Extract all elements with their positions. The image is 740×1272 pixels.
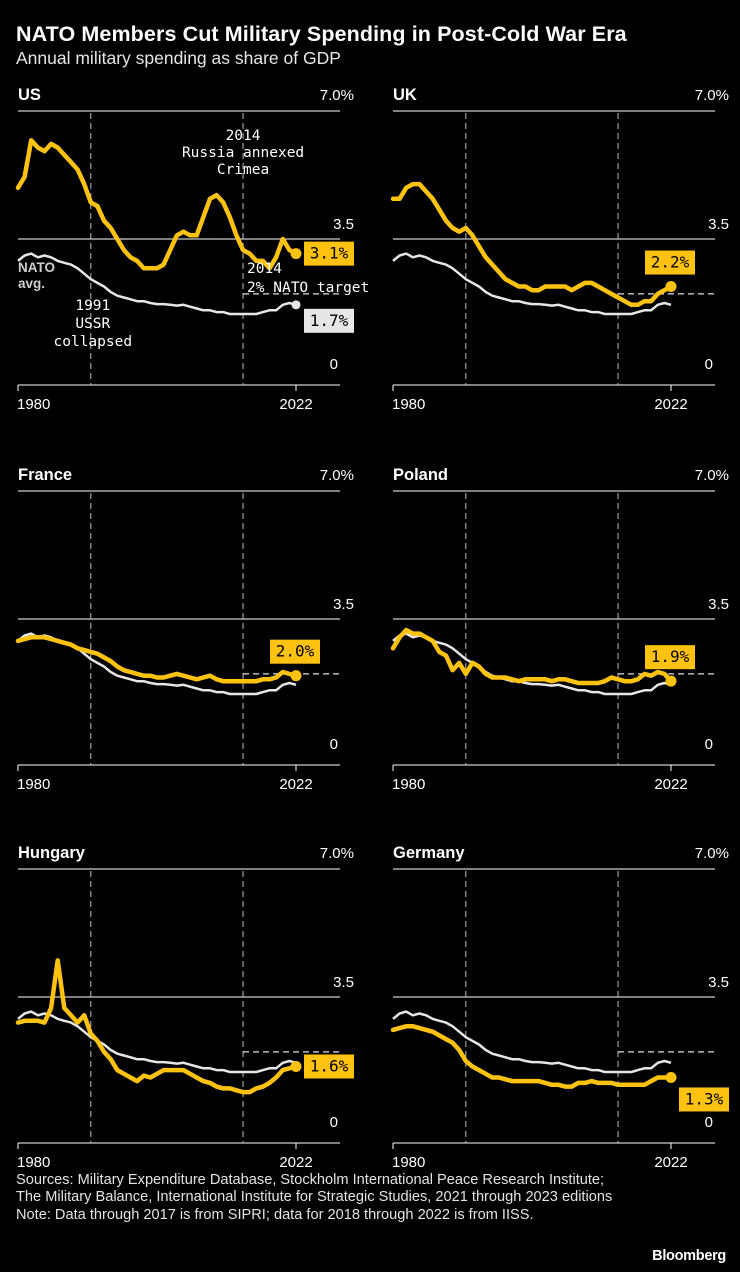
chart-subtitle: Annual military spending as share of GDP [16,48,341,68]
value-label-text: 2.0% [276,642,315,661]
country-line [390,627,674,686]
bloomberg-logo: Bloomberg [652,1248,726,1264]
country-end-point [665,675,677,687]
panel-germany: Germany 7.0% 3.5 0 1980 2022 1.3% [390,844,729,1171]
panel-hungary: Hungary 7.0% 3.5 0 1980 2022 1.6% [15,844,354,1171]
y-tick-label-mid: 3.5 [708,974,729,991]
annotation-target-year: 2014 [247,261,282,277]
value-label-text: 1.9% [651,647,690,666]
country-line [390,181,674,308]
panel-uk: UK 7.0% 3.5 0 1980 2022 2.2% [390,86,729,413]
country-line [15,138,299,271]
country-end-point [665,281,677,293]
y-tick-label-mid: 3.5 [708,596,729,613]
value-label-box [679,1087,729,1112]
panel-title: Hungary [18,844,86,862]
annotation-crimea: 2014 [226,128,261,144]
value-label-us: 3.1% [304,241,354,266]
value-label-text: 2.2% [651,253,690,272]
annotation-ussr: USSR [75,316,110,332]
value-label-box [304,1054,354,1079]
country-end-point [665,1071,677,1083]
nato-avg-line [17,1010,297,1074]
value-label-uk: 2.2% [645,250,695,275]
country-line [15,635,299,684]
y-tick-label-top: 7.0% [320,467,354,484]
nato-avg-line [392,632,672,696]
y-tick-label-top: 7.0% [695,87,729,104]
panel-title: UK [393,86,417,104]
x-tick-label-end: 2022 [279,1154,312,1171]
x-tick-label-start: 1980 [392,396,425,413]
chart-footer: Sources: Military Expenditure Database, … [16,1172,616,1224]
panel-title: Poland [393,466,448,484]
y-tick-label-mid: 3.5 [333,596,354,613]
y-tick-label-zero: 0 [705,736,713,753]
country-line [15,958,299,1095]
panel-title: US [18,86,41,104]
nato-avg-line [392,1010,672,1074]
nato-value-label: 1.7% [304,308,354,333]
y-tick-label-zero: 0 [705,1114,713,1131]
panel-poland: Poland 7.0% 3.5 0 1980 2022 1.9% [390,466,729,793]
y-tick-label-zero: 0 [330,736,338,753]
x-tick-label-end: 2022 [654,1154,687,1171]
country-end-point [290,248,302,260]
annotation-crimea: Russia annexed [182,145,304,161]
y-tick-label-mid: 3.5 [333,216,354,233]
annotation-nato-avg: avg. [18,276,45,291]
x-tick-label-start: 1980 [392,1154,425,1171]
annotation-ussr: 1991 [75,298,110,314]
y-tick-label-top: 7.0% [320,87,354,104]
country-end-point [290,670,302,682]
sources-note: Sources: Military Expenditure Database, … [16,1172,613,1206]
value-label-text: 3.1% [310,244,349,263]
annotation-target: 2% NATO target [247,280,369,296]
value-label-poland: 1.9% [645,645,695,670]
x-tick-label-end: 2022 [654,396,687,413]
nato-value-text: 1.7% [310,311,349,330]
value-label-box [304,241,354,266]
x-tick-label-end: 2022 [654,776,687,793]
nato-end-point [291,300,301,310]
value-label-text: 1.3% [685,1089,724,1108]
panel-title: France [18,466,72,484]
y-tick-label-top: 7.0% [695,845,729,862]
value-label-hungary: 1.6% [304,1054,354,1079]
value-label-box [270,639,320,664]
chart-title: NATO Members Cut Military Spending in Po… [16,22,627,46]
x-tick-label-end: 2022 [279,396,312,413]
value-label-text: 1.6% [310,1056,349,1075]
y-tick-label-mid: 3.5 [333,974,354,991]
x-tick-label-end: 2022 [279,776,312,793]
annotation-ussr: collapsed [54,334,133,350]
value-label-germany: 1.3% [679,1087,729,1112]
y-tick-label-zero: 0 [330,1114,338,1131]
panel-title: Germany [393,844,465,862]
nato-value-box [304,308,354,333]
y-tick-label-zero: 0 [330,356,338,373]
value-label-box [645,645,695,670]
x-tick-label-start: 1980 [392,776,425,793]
panel-france: France 7.0% 3.5 0 1980 2022 2.0% [15,466,354,793]
x-tick-label-start: 1980 [17,1154,50,1171]
value-label-france: 2.0% [270,639,320,664]
annotation-crimea: Crimea [217,162,269,178]
annotation-nato-avg: NATO [18,260,55,275]
data-note: Note: Data through 2017 is from SIPRI; d… [16,1206,534,1223]
country-line [390,1024,674,1089]
y-tick-label-top: 7.0% [320,845,354,862]
nato-avg-line [392,252,672,316]
y-tick-label-zero: 0 [705,356,713,373]
nato-avg-line [17,252,297,316]
x-tick-label-start: 1980 [17,396,50,413]
y-tick-label-top: 7.0% [695,467,729,484]
value-label-box [645,250,695,275]
country-end-point [290,1060,302,1072]
x-tick-label-start: 1980 [17,776,50,793]
y-tick-label-mid: 3.5 [708,216,729,233]
